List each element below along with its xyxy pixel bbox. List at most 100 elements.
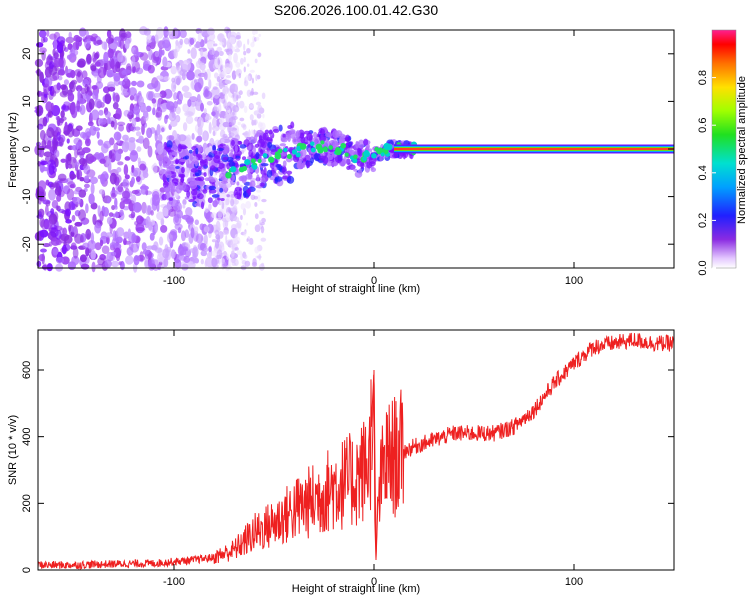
noise-speck [179,250,187,256]
ridge-blob [357,148,361,156]
noise-speck [183,167,189,178]
noise-speck [88,156,97,163]
noise-speck [78,209,87,221]
noise-speck [45,113,50,123]
ridge-blob [185,159,190,168]
noise-speck [181,263,189,271]
colorbar: 0.0 0.2 0.4 0.6 0.8 Normalized spectral ampl… [697,29,748,276]
ridge-blob [331,139,338,149]
ridge-blob [203,172,207,177]
noise-speck [69,49,79,57]
ridge-blob [302,162,306,168]
noise-speck [102,86,110,94]
noise-speck [147,221,153,231]
noise-speck [57,173,67,182]
noise-speck [255,30,258,35]
noise-speck [213,72,219,79]
ridge-blob [197,176,205,182]
ridge-blob [360,161,365,170]
ridge-blob [257,138,266,148]
ridge-blob [346,142,352,146]
noise-speck [70,227,77,233]
noise-speck [132,167,142,178]
noise-speck [206,252,212,259]
ridge-blob [249,180,256,188]
noise-speck [218,50,224,56]
noise-speck [91,261,96,273]
noise-speck [250,41,255,48]
ridge-blob [355,140,359,149]
noise-speck [78,189,87,198]
noise-speck [141,242,147,251]
noise-speck [72,158,77,164]
snr-y-axis-label: SNR (10 * v/v) [7,415,19,485]
ridge-highlight [362,156,367,161]
ridge-blob [202,188,208,194]
noise-speck [79,150,86,155]
ridge-blob [320,152,326,157]
ridge-blob [285,132,291,138]
noise-speck [62,103,66,110]
noise-speck [110,120,115,128]
noise-speck [166,232,173,244]
noise-speck [217,33,225,42]
noise-speck [155,26,164,39]
noise-speck [246,222,249,226]
noise-speck [159,163,163,175]
noise-speck [143,111,149,122]
noise-speck [173,92,178,101]
ridge-blob [231,174,235,182]
noise-speck [63,79,70,86]
y-tick-label: -20 [21,236,33,252]
noise-speck [150,210,154,216]
ridge-blob [228,161,236,168]
noise-speck [36,90,41,97]
spectrogram-ridge [161,121,674,210]
noise-speck [103,140,112,149]
noise-speck [225,198,230,206]
noise-speck [53,52,60,59]
noise-speck [213,173,217,177]
noise-speck [104,111,111,119]
noise-speck [129,149,139,162]
noise-speck [174,214,180,223]
noise-speck [218,97,222,105]
noise-speck [68,31,72,39]
noise-speck [70,101,76,113]
noise-speck [114,197,118,208]
ridge-blob [163,141,168,150]
noise-speck [97,67,106,79]
noise-speck [39,129,46,141]
noise-speck [109,172,117,185]
ridge-blob [218,162,225,170]
noise-speck [121,91,129,96]
ridge-blob [255,133,259,138]
noise-speck [146,82,156,90]
noise-speck [35,69,42,74]
noise-speck [152,162,158,174]
ridge-blob [254,143,260,148]
noise-speck [249,114,254,121]
noise-speck [131,233,137,243]
noise-speck [251,77,254,84]
noise-speck [207,27,215,36]
noise-speck [135,175,141,183]
noise-speck [86,94,90,101]
noise-speck [171,80,177,93]
noise-speck [135,227,145,232]
noise-speck [123,164,129,176]
figure-title: S206.2026.100.01.42.G30 [274,2,438,18]
ridge-blob [289,130,296,139]
noise-speck [243,66,246,73]
noise-speck [162,39,171,49]
noise-speck [53,38,58,50]
colorbar-frame [711,29,737,269]
ridge-blob [222,156,228,161]
noise-speck [260,225,265,234]
noise-speck [92,127,101,132]
ridge-blob [166,146,172,153]
noise-speck [76,60,85,68]
noise-speck [46,127,55,138]
noise-speck [184,229,190,238]
noise-speck [186,137,191,143]
